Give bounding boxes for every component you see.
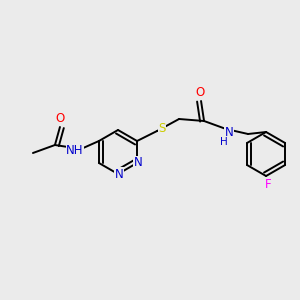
Text: O: O (55, 112, 64, 125)
Text: F: F (265, 178, 272, 191)
Text: O: O (195, 86, 205, 100)
Text: H: H (220, 137, 228, 147)
Text: NH: NH (66, 145, 84, 158)
Text: N: N (225, 127, 233, 140)
Text: S: S (158, 122, 166, 134)
Text: N: N (134, 157, 142, 169)
Text: N: N (115, 167, 123, 181)
